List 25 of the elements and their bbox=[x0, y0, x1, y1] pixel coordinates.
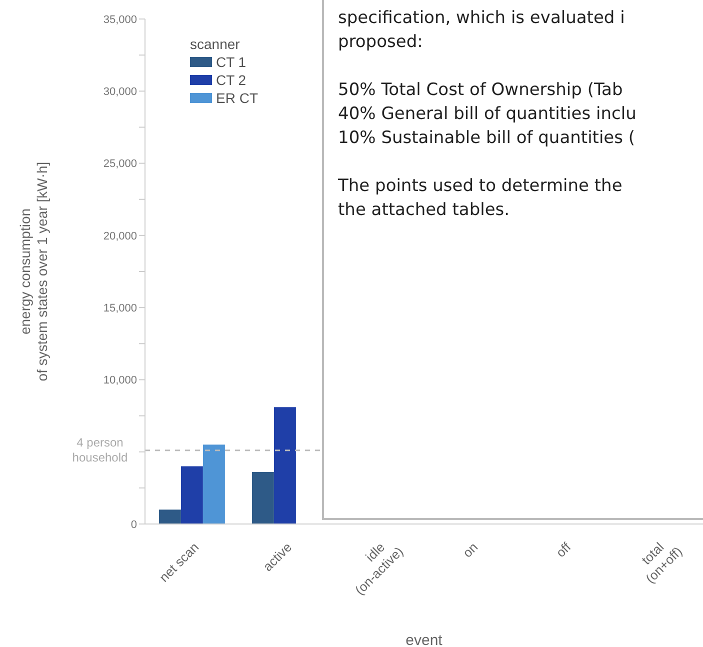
y-tick-label: 15,000 bbox=[103, 302, 137, 314]
legend-title: scanner bbox=[190, 35, 241, 53]
y-tick-label: 35,000 bbox=[103, 14, 137, 26]
bar bbox=[180, 466, 203, 524]
bar bbox=[202, 444, 225, 524]
legend-label: CT 2 bbox=[216, 71, 246, 89]
y-tick-label: 20,000 bbox=[103, 230, 137, 242]
annotation: The points used to determine the the attached tables. bbox=[338, 175, 624, 222]
annotation: specification, which is evaluated i proposed: bbox=[338, 7, 626, 54]
x-axis-title: event bbox=[406, 632, 444, 647]
x-tick-label: off bbox=[552, 539, 574, 560]
x-tick-label: net scan bbox=[156, 540, 202, 585]
bar bbox=[252, 472, 274, 524]
y-axis-title: energy consumption of system states over 1 year [kW·h] bbox=[17, 162, 50, 382]
x-tick-label: on bbox=[460, 540, 481, 560]
y-tick-label: 10,000 bbox=[103, 374, 137, 387]
y-tick-label: 25,000 bbox=[103, 158, 137, 170]
ref-line-label: 4 person household bbox=[72, 435, 128, 464]
bar bbox=[158, 510, 181, 524]
legend-label: CT 1 bbox=[216, 53, 246, 71]
y-tick-label: 0 bbox=[130, 518, 137, 531]
legend-label: ER CT bbox=[216, 89, 258, 107]
y-tick-label: 30,000 bbox=[103, 86, 137, 98]
bar bbox=[274, 407, 296, 524]
annotation: 50% Total Cost of Ownership (Tab 40% General bill of quantities inclu 10% Sustainable bill of quantities ( bbox=[338, 79, 638, 150]
